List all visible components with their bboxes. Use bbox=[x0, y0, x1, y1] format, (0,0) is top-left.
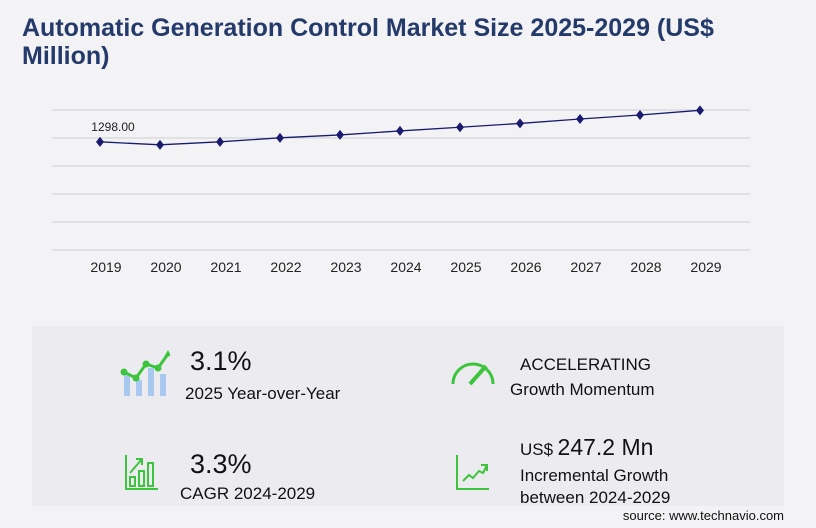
data-point-2029 bbox=[696, 105, 704, 116]
yoy-value: 3.1% bbox=[190, 346, 252, 376]
data-point-2023 bbox=[336, 129, 344, 140]
momentum-value: ACCELERATING bbox=[520, 355, 651, 374]
x-tick-label: 2027 bbox=[570, 259, 601, 275]
source-note: source: www.technavio.com bbox=[622, 508, 784, 523]
yoy-label: 2025 Year-over-Year bbox=[185, 384, 341, 403]
data-point-2025 bbox=[456, 122, 464, 133]
line-chart: 2019 2020 2021 2022 2023 2024 2025 2026 2027 2028… bbox=[52, 105, 750, 275]
momentum-label: Growth Momentum bbox=[510, 380, 655, 399]
data-point-2026 bbox=[516, 118, 524, 129]
x-tick-label: 2020 bbox=[150, 259, 181, 275]
data-point-2020 bbox=[156, 139, 164, 150]
incremental-label-1: Incremental Growth bbox=[520, 466, 669, 485]
x-tick-label: 2024 bbox=[390, 259, 421, 275]
incremental-label-2: between 2024-2029 bbox=[520, 488, 671, 507]
x-tick-label: 2019 bbox=[90, 259, 121, 275]
x-tick-label: 2029 bbox=[690, 259, 721, 275]
x-tick-label: 2026 bbox=[510, 259, 541, 275]
stats-panel bbox=[32, 326, 784, 506]
data-label: 1298.00 bbox=[91, 120, 135, 134]
growth-chart-icon bbox=[120, 350, 170, 396]
x-tick-label: 2022 bbox=[270, 259, 301, 275]
incremental-amount: 247.2 Mn bbox=[557, 434, 654, 460]
speedometer-icon bbox=[451, 362, 495, 386]
data-point-2021 bbox=[216, 136, 224, 147]
data-point-2022 bbox=[276, 132, 284, 143]
cagr-value: 3.3% bbox=[190, 449, 252, 479]
chart-title: Automatic Generation Control Market Size… bbox=[22, 14, 714, 70]
currency-prefix: US$ bbox=[520, 440, 554, 459]
x-tick-label: 2021 bbox=[210, 259, 241, 275]
x-tick-label: 2028 bbox=[630, 259, 661, 275]
x-tick-label: 2025 bbox=[450, 259, 481, 275]
cagr-label: CAGR 2024-2029 bbox=[180, 484, 316, 503]
bar-growth-icon bbox=[125, 455, 158, 490]
trend-up-icon bbox=[456, 455, 489, 490]
incremental-value: US$ 247.2 Mn bbox=[520, 434, 653, 461]
x-tick-label: 2023 bbox=[330, 259, 361, 275]
data-point-2019 bbox=[96, 136, 104, 147]
data-point-2028 bbox=[636, 110, 644, 120]
data-point-2027 bbox=[576, 114, 584, 124]
data-point-2024 bbox=[396, 125, 404, 136]
